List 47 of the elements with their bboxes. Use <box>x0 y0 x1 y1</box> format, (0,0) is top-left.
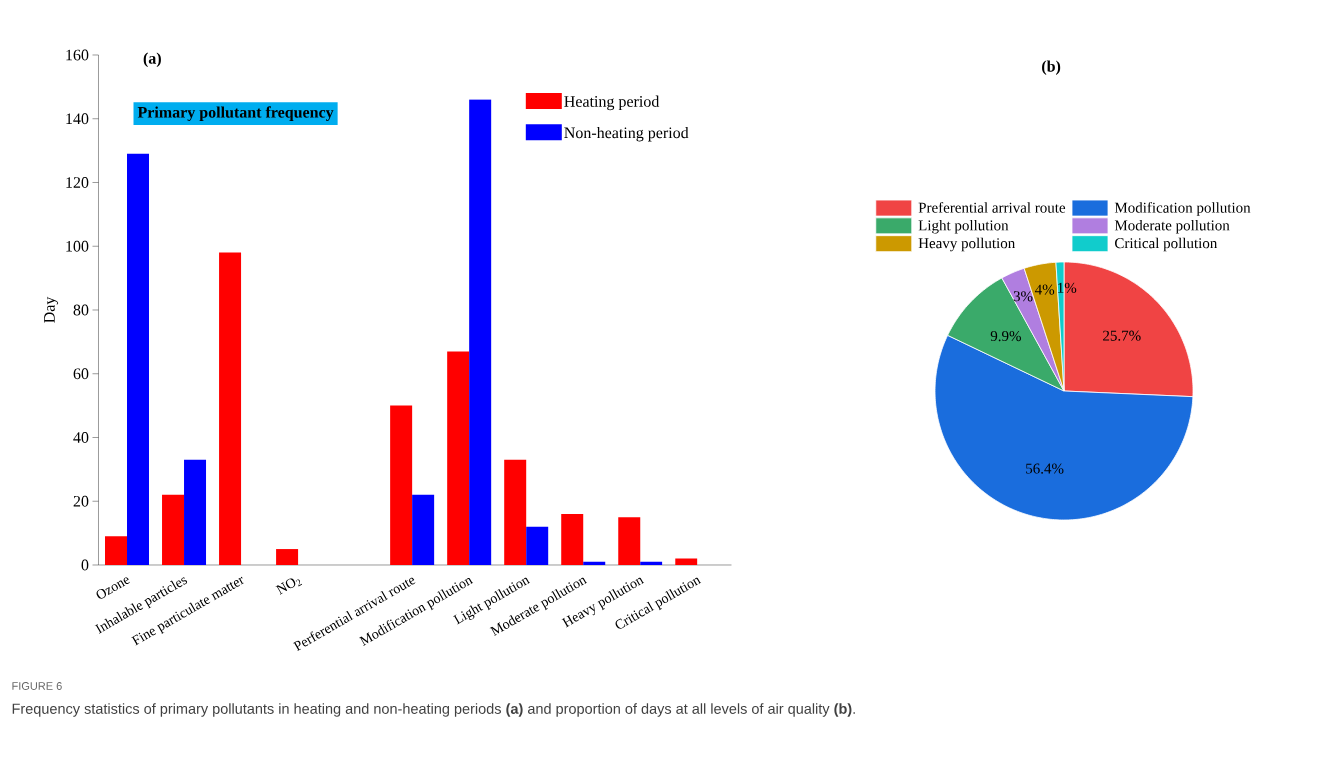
data-label: 9.9% <box>990 330 1021 342</box>
bar <box>219 252 242 565</box>
bar <box>412 494 435 565</box>
x-tick-label: Ozone <box>96 577 130 599</box>
caption: FIGURE 6 <box>12 682 62 690</box>
legend-label: Critical pollution <box>1115 237 1218 252</box>
data-label: 25.7% <box>1103 330 1141 341</box>
bar <box>162 494 185 565</box>
bar <box>583 561 606 565</box>
y-tick-label: 160 <box>66 49 89 61</box>
bar <box>618 517 641 565</box>
data-label: 3% <box>1013 291 1033 302</box>
legend-label: Preferential arrival route <box>918 202 1066 213</box>
data-label: 4% <box>1034 284 1055 295</box>
y-tick-label: 140 <box>66 113 89 125</box>
bar <box>390 405 413 565</box>
y-tick-label: 40 <box>73 432 89 443</box>
bar <box>504 459 527 565</box>
legend-label: Heavy pollution <box>918 237 1016 252</box>
y-tick-label: 60 <box>73 368 89 380</box>
chart-title: (b) <box>1042 60 1061 75</box>
legend-label: Modification pollution <box>1114 202 1251 216</box>
chart-title: (a) <box>143 52 161 68</box>
bar <box>105 536 127 565</box>
y-axis-title: Day <box>44 296 59 323</box>
legend-label: Non-heating period <box>564 126 689 142</box>
bar <box>276 549 299 565</box>
bar <box>469 99 492 565</box>
bar <box>526 526 549 565</box>
text: Frequency statistics of primary pollutants in heating and non-heating periods (a) and proportion of days at all levels of air quality (b). <box>12 703 855 717</box>
y-tick-label: 100 <box>66 240 89 252</box>
bar <box>127 153 149 565</box>
data-label: 56.4% <box>1026 463 1064 474</box>
legend-label: Heating period <box>564 95 660 111</box>
y-tick-label: 20 <box>73 495 89 507</box>
annotation: Primary pollutant frequency <box>137 106 334 122</box>
y-tick-label: 120 <box>66 177 89 188</box>
y-tick-label: 80 <box>73 304 89 316</box>
bar <box>675 558 698 565</box>
bar <box>184 459 207 565</box>
legend-label: Light pollution <box>918 219 1009 234</box>
x-tick-label: NO$_{2}$ <box>275 578 303 595</box>
bar <box>561 514 584 565</box>
y-tick-label: 0 <box>81 559 89 571</box>
bar <box>640 561 663 565</box>
bar <box>447 351 470 565</box>
legend-label: Moderate pollution <box>1114 219 1230 234</box>
